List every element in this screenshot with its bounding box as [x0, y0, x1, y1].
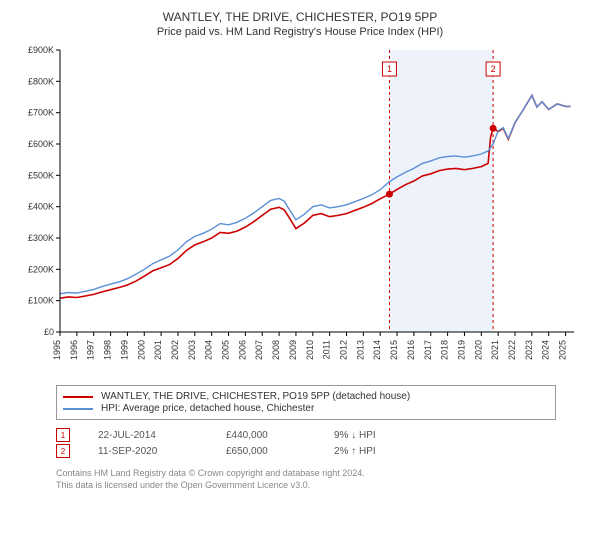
- chart-container: WANTLEY, THE DRIVE, CHICHESTER, PO19 5PP…: [0, 0, 600, 560]
- svg-text:2004: 2004: [204, 340, 214, 360]
- legend-row: HPI: Average price, detached house, Chic…: [63, 403, 549, 414]
- chart-title: WANTLEY, THE DRIVE, CHICHESTER, PO19 5PP: [20, 10, 580, 24]
- sale-date: 11-SEP-2020: [98, 446, 198, 457]
- svg-text:£500K: £500K: [28, 170, 54, 180]
- svg-text:2024: 2024: [541, 340, 551, 360]
- footer-line-1: Contains HM Land Registry data © Crown c…: [56, 468, 576, 480]
- svg-text:2022: 2022: [507, 340, 517, 360]
- sales-row: 2 11-SEP-2020 £650,000 2% ↑ HPI: [56, 444, 556, 458]
- sale-marker-box: 1: [56, 428, 70, 442]
- svg-text:1998: 1998: [103, 340, 113, 360]
- svg-text:2013: 2013: [355, 340, 365, 360]
- svg-text:2007: 2007: [254, 340, 264, 360]
- sales-row: 1 22-JUL-2014 £440,000 9% ↓ HPI: [56, 428, 556, 442]
- legend-row: WANTLEY, THE DRIVE, CHICHESTER, PO19 5PP…: [63, 391, 549, 402]
- svg-text:2023: 2023: [524, 340, 534, 360]
- svg-text:£0: £0: [44, 327, 54, 337]
- legend-swatch: [63, 396, 93, 398]
- svg-text:£400K: £400K: [28, 202, 54, 212]
- svg-text:2018: 2018: [440, 340, 450, 360]
- sale-date: 22-JUL-2014: [98, 430, 198, 441]
- svg-text:2011: 2011: [322, 340, 332, 359]
- svg-text:2: 2: [491, 64, 496, 74]
- svg-text:£300K: £300K: [28, 233, 54, 243]
- svg-text:2012: 2012: [338, 340, 348, 360]
- chart-subtitle: Price paid vs. HM Land Registry's House …: [20, 26, 580, 38]
- svg-text:2020: 2020: [473, 340, 483, 360]
- svg-text:2016: 2016: [406, 340, 416, 360]
- sales-table: 1 22-JUL-2014 £440,000 9% ↓ HPI 2 11-SEP-2020…: [56, 426, 556, 460]
- svg-text:2010: 2010: [305, 340, 315, 360]
- svg-text:2005: 2005: [221, 340, 231, 360]
- svg-text:1999: 1999: [119, 340, 129, 360]
- svg-text:1995: 1995: [52, 340, 62, 360]
- svg-text:2021: 2021: [490, 340, 500, 360]
- svg-text:£700K: £700K: [28, 108, 54, 118]
- svg-text:2017: 2017: [423, 340, 433, 360]
- legend-box: WANTLEY, THE DRIVE, CHICHESTER, PO19 5PP…: [56, 385, 556, 420]
- svg-text:2009: 2009: [288, 340, 298, 360]
- legend-swatch: [63, 408, 93, 410]
- svg-text:2001: 2001: [153, 340, 163, 360]
- svg-text:2006: 2006: [237, 340, 247, 360]
- price-chart-svg: £0 £100K £200K £300K £400K £500K £600K £700K £80…: [20, 44, 580, 374]
- svg-text:£900K: £900K: [28, 45, 54, 55]
- sale-delta: 9% ↓ HPI: [334, 430, 414, 441]
- svg-text:1996: 1996: [69, 340, 79, 360]
- svg-text:2008: 2008: [271, 340, 281, 360]
- svg-text:2019: 2019: [456, 340, 466, 360]
- sale-price: £440,000: [226, 430, 306, 441]
- svg-text:£800K: £800K: [28, 76, 54, 86]
- sale-delta: 2% ↑ HPI: [334, 446, 414, 457]
- svg-text:2025: 2025: [558, 340, 568, 360]
- svg-text:2014: 2014: [372, 340, 382, 360]
- svg-text:2003: 2003: [187, 340, 197, 360]
- footer-line-2: This data is licensed under the Open Gov…: [56, 480, 576, 492]
- svg-text:£200K: £200K: [28, 264, 54, 274]
- svg-text:1997: 1997: [86, 340, 96, 360]
- legend-label: WANTLEY, THE DRIVE, CHICHESTER, PO19 5PP…: [101, 391, 410, 402]
- sale-marker-box: 2: [56, 444, 70, 458]
- footer-attribution: Contains HM Land Registry data © Crown c…: [56, 468, 576, 491]
- svg-text:£600K: £600K: [28, 139, 54, 149]
- svg-text:1: 1: [387, 64, 392, 74]
- svg-text:£100K: £100K: [28, 296, 54, 306]
- sale-price: £650,000: [226, 446, 306, 457]
- svg-text:2000: 2000: [136, 340, 146, 360]
- chart-plot-area: £0 £100K £200K £300K £400K £500K £600K £700K £80…: [20, 44, 580, 379]
- legend-label: HPI: Average price, detached house, Chic…: [101, 403, 314, 414]
- svg-text:2002: 2002: [170, 340, 180, 360]
- svg-text:2015: 2015: [389, 340, 399, 360]
